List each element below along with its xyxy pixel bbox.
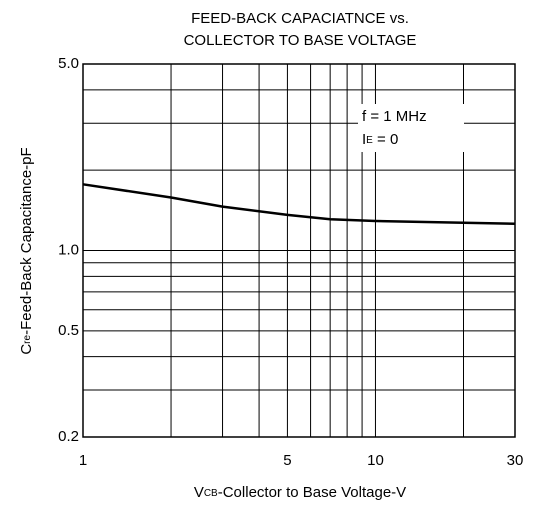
x-axis-label-part: CB [204,488,218,499]
y-axis-label-part: re [22,334,33,343]
annotation-box [358,104,464,152]
annotation-part: f = 1 MHz [362,108,427,125]
x-axis-label-part: V [194,484,204,501]
x-tick-label: 5 [283,452,291,469]
x-tick-label: 30 [507,452,524,469]
y-tick-label: 5.0 [58,55,79,72]
y-axis-label: Cre-Feed-Back Capacitance-pF [18,147,35,354]
x-tick-label: 10 [367,452,384,469]
x-axis-label: VCB-Collector to Base Voltage-V [194,484,406,501]
x-axis-label-part: -Collector to Base Voltage-V [218,484,406,501]
data-line [82,183,516,225]
annotation: IE = 0 [362,131,398,148]
y-tick-label: 1.0 [58,241,79,258]
y-tick-label: 0.5 [58,322,79,339]
x-tick-label: 1 [79,452,87,469]
annotation-part: E [366,135,373,146]
y-axis-label-part: -Feed-Back Capacitance-pF [18,147,35,335]
annotation: f = 1 MHz [362,108,427,125]
plot-frame [82,63,516,438]
annotation-part: I [362,131,366,148]
annotation-part: = 0 [373,131,398,148]
chart-title: FEED-BACK CAPACIATNCE vs. [191,10,409,27]
y-tick-label: 0.2 [58,428,79,445]
y-axis-label-part: C [18,344,35,355]
chart-title: COLLECTOR TO BASE VOLTAGE [184,32,417,49]
